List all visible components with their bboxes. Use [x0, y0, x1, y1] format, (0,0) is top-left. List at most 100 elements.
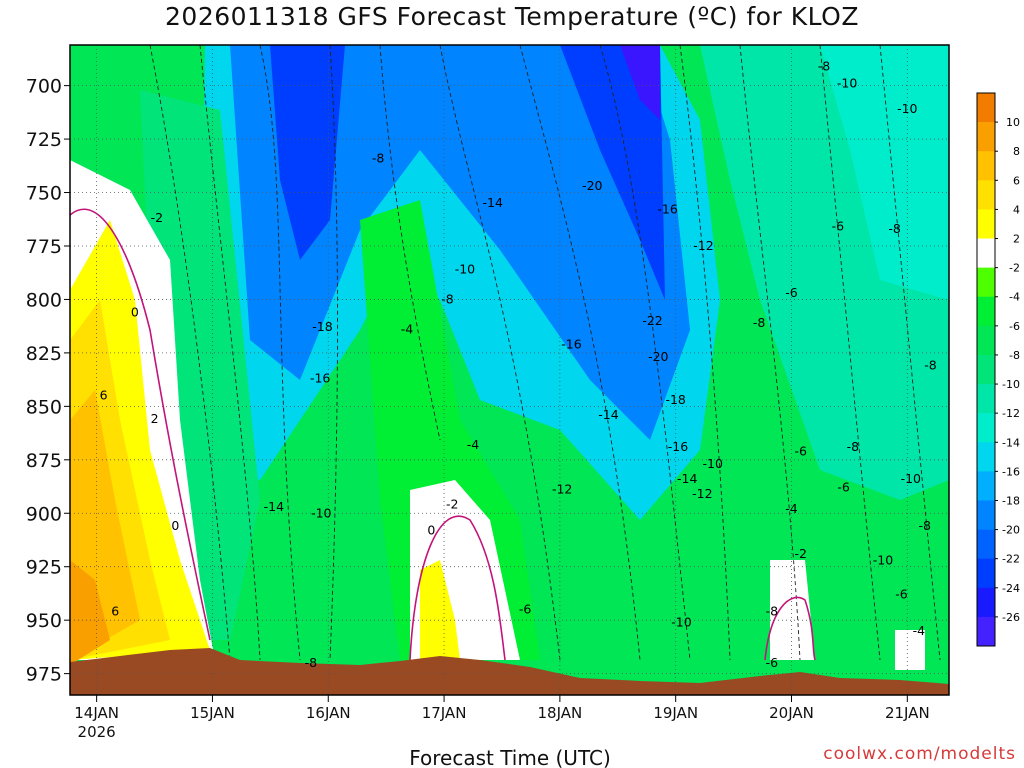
contour-label: -4: [401, 321, 414, 336]
contour-label: 2: [151, 411, 159, 426]
ground: [70, 648, 949, 695]
contour-label: -22: [642, 313, 662, 328]
x-tick-label: 18JAN: [538, 704, 583, 722]
colorbar-swatch: [977, 384, 995, 414]
x-tick-label: 14JAN: [74, 704, 119, 722]
contour-line: [819, 45, 881, 661]
cold-region-core: [230, 45, 690, 440]
x-tick-sublabel: 2026: [78, 723, 116, 741]
cold-region-deepest: [620, 45, 660, 120]
contour-label: -20: [582, 178, 602, 193]
contour-label: -4: [467, 437, 480, 452]
contour-label: -18: [312, 319, 332, 334]
y-tick-label: 975: [26, 664, 62, 686]
contour-label: -10: [671, 614, 691, 629]
colorbar-swatch: [977, 616, 995, 647]
x-tick-label: 20JAN: [769, 704, 814, 722]
grid-lines: [70, 45, 949, 695]
chart-title: 2026011318 GFS Forecast Temperature (ºC)…: [165, 2, 859, 31]
y-tick-label: 925: [26, 557, 62, 579]
colorbar-label: -22: [1002, 553, 1020, 566]
contour-label: 6: [100, 388, 108, 403]
contour-label: 0: [427, 522, 435, 537]
colorbar-label: -10: [1002, 378, 1020, 391]
zero-contour: [764, 596, 816, 661]
colorbar-swatch: [977, 529, 995, 559]
contour-label: -8: [847, 439, 860, 454]
colorbar-label: -14: [1002, 436, 1020, 449]
contour-label: -10: [901, 471, 921, 486]
contour-label: -14: [677, 471, 697, 486]
colorbar-label: -24: [1002, 582, 1020, 595]
colorbar-swatch: [977, 442, 995, 472]
colorbar-swatch: [977, 587, 995, 618]
colorbar-label: -12: [1002, 407, 1020, 420]
contour-label: 0: [171, 518, 179, 533]
x-tick-label: 15JAN: [190, 704, 235, 722]
contour-line: [199, 45, 261, 661]
contour-label: -4: [913, 623, 926, 638]
contour-line: [519, 45, 641, 661]
plot-frame: [69, 44, 950, 696]
colorbar-label: 2: [1013, 233, 1020, 246]
contour-label: -6: [519, 601, 532, 616]
colorbar-swatch: [977, 500, 995, 530]
contour-label: -2: [795, 546, 807, 561]
contour-label: -6: [832, 219, 845, 234]
contour-label: -14: [482, 195, 502, 210]
y-tick-label: 825: [26, 343, 62, 365]
contour-label: -12: [552, 482, 572, 497]
zero-contour: [70, 208, 211, 641]
x-tick-label: 17JAN: [422, 704, 467, 722]
colorbar-swatch: [977, 296, 995, 327]
contour-label: -8: [441, 291, 454, 306]
contour-label: -6: [766, 655, 779, 670]
colorbar-frame: [976, 92, 996, 647]
late-white-2: [895, 630, 925, 670]
colorbar-label: 4: [1013, 203, 1020, 216]
right-teal-2: [820, 45, 949, 300]
contour-line: [739, 45, 801, 661]
contour-label: -6: [785, 285, 798, 300]
colorbar-label: 8: [1013, 145, 1020, 158]
colorbar-label: -6: [1009, 320, 1020, 333]
contour-label: -10: [837, 75, 857, 90]
x-axis-label: Forecast Time (UTC): [409, 746, 611, 768]
contour-line: [149, 45, 231, 661]
cold-region-deep-2: [560, 45, 665, 300]
cold-region-deep: [270, 45, 345, 260]
contour-label: -20: [648, 349, 668, 364]
contour-label: -6: [837, 480, 850, 495]
contour-labels: -8-10-10-8-2-14-20-16-6 -8-12-10-80-6-22-…: [100, 58, 937, 670]
contour-label: -8: [305, 655, 318, 670]
contour-label: -6: [895, 587, 908, 602]
colorbar-label: -2: [1009, 262, 1020, 275]
contour-label: -10: [873, 552, 893, 567]
colorbar-swatch: [977, 122, 995, 152]
y-tick-label: 775: [26, 236, 62, 258]
contour-label: -6: [795, 443, 808, 458]
y-tick-label: 850: [26, 396, 62, 418]
contour-label: -2: [151, 210, 163, 225]
contour-label: -16: [561, 336, 581, 351]
colorbar-swatch: [977, 471, 995, 501]
contour-label: -8: [924, 358, 937, 373]
y-tick-label: 700: [26, 76, 62, 98]
colorbar-swatch: [977, 413, 995, 443]
colorbar-label: 10: [1006, 116, 1020, 129]
y-axis: 700 725 750 775 800 825 850 875 900 925 950 975: [26, 76, 70, 686]
contour-label: -8: [918, 518, 931, 533]
colorbar-swatch: [977, 558, 995, 589]
late-white: [770, 560, 815, 660]
colorbar-swatch: [977, 209, 995, 239]
contour-label: -8: [766, 604, 779, 619]
y-tick-label: 800: [26, 289, 62, 311]
contour-label: 6: [111, 604, 119, 619]
contour-line: [379, 45, 441, 441]
contour-label: -2: [446, 497, 458, 512]
watermark: coolwx.com/modelts: [823, 744, 1016, 764]
colorbar-swatch: [977, 267, 995, 298]
contour-label: 0: [131, 304, 139, 319]
midweek-yellow: [420, 560, 460, 660]
